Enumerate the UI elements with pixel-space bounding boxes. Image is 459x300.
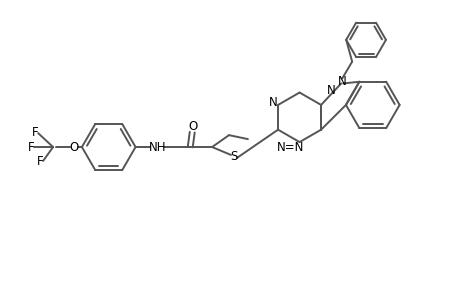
Text: F: F	[28, 140, 34, 154]
Text: N: N	[268, 96, 277, 110]
Text: S: S	[230, 150, 237, 164]
Text: O: O	[69, 140, 78, 154]
Text: N: N	[326, 84, 335, 97]
Text: F: F	[32, 126, 39, 139]
Text: N: N	[337, 75, 346, 88]
Text: F: F	[37, 155, 43, 168]
Text: O: O	[188, 120, 197, 133]
Text: NH: NH	[148, 140, 166, 154]
Text: N=N: N=N	[276, 140, 304, 154]
